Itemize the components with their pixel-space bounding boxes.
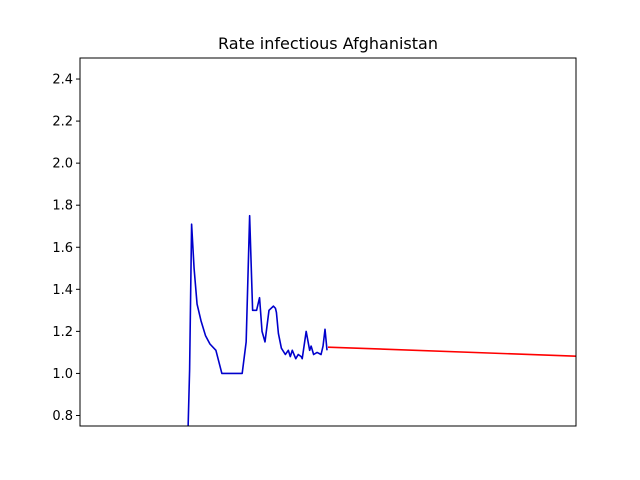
y-tick-label: 1.6 xyxy=(52,241,73,256)
y-tick-label: 2.0 xyxy=(52,157,73,172)
series-layer xyxy=(187,214,577,427)
y-tick-label: 2.2 xyxy=(52,115,73,130)
y-tick-label: 1.0 xyxy=(52,367,73,382)
y-tick-label: 2.4 xyxy=(52,73,73,88)
chart-title: Rate infectious Afghanistan xyxy=(218,34,438,53)
y-axis-ticks: 0.8 1.0 1.2 1.4 1.6 1.8 2.0 2.2 2.4 xyxy=(52,73,80,424)
series-line-projection xyxy=(327,346,577,357)
y-tick-label: 1.8 xyxy=(52,199,73,214)
series-line-observed xyxy=(187,214,328,427)
y-tick-label: 0.8 xyxy=(52,409,73,424)
y-tick-label: 1.4 xyxy=(52,283,73,298)
y-tick-label: 1.2 xyxy=(52,325,73,340)
plot-frame xyxy=(79,57,577,427)
